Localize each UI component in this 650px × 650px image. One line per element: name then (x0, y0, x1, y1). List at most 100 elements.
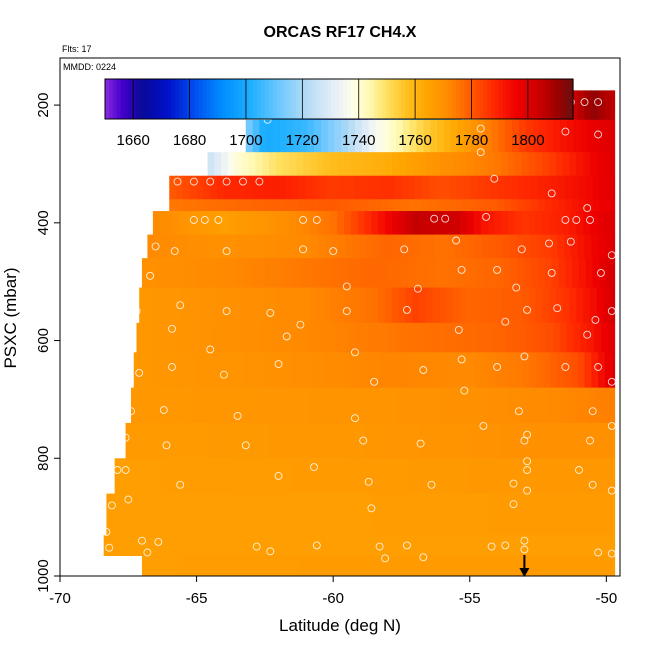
heat-cell (301, 534, 310, 556)
heat-cell (428, 555, 437, 576)
heat-cell (509, 234, 517, 259)
heat-cell (151, 534, 159, 556)
heat-cell (206, 534, 214, 556)
heat-cell (547, 534, 556, 556)
observation-point (416, 439, 425, 448)
heat-cell (574, 534, 583, 556)
heat-cell (502, 493, 510, 536)
heat-cell (314, 119, 322, 153)
heat-cell (531, 175, 539, 200)
observation-point (400, 245, 409, 254)
observation-point (452, 236, 461, 245)
heat-cell (161, 234, 169, 259)
heat-cell (217, 175, 225, 200)
heat-cell (427, 234, 435, 259)
heat-cell (389, 119, 397, 153)
heat-cell (196, 199, 205, 212)
heat-cell (382, 119, 390, 153)
colorbar-segment (225, 79, 231, 119)
colorbar-segment (116, 79, 122, 119)
heat-cell (391, 422, 400, 459)
colorbar-segment (272, 79, 278, 119)
flights-label: Flts: 17 (62, 44, 92, 54)
heat-cell (568, 534, 576, 556)
colorbar (104, 78, 574, 120)
heat-cell (304, 234, 312, 259)
heat-cell (374, 199, 382, 212)
heat-cell (350, 211, 359, 236)
heat-cell (531, 458, 539, 495)
heat-cell (303, 422, 311, 459)
heat-cell (501, 422, 509, 459)
heat-cell (446, 211, 454, 236)
heat-cell (340, 458, 348, 495)
heat-cell (315, 534, 323, 556)
heat-cell (289, 152, 297, 177)
heat-cell (357, 211, 366, 236)
colorbar-tick-label: 1680 (173, 132, 206, 149)
observation-point (124, 495, 133, 504)
heat-cell (529, 234, 538, 259)
heat-cell (285, 199, 293, 212)
observation-point (547, 268, 556, 277)
heat-cell (517, 258, 525, 289)
heat-cell (307, 322, 315, 353)
observation-point (427, 480, 436, 489)
heat-cell (148, 555, 157, 576)
heat-cell (319, 458, 327, 495)
colorbar-segment (218, 79, 223, 119)
heat-cell (535, 152, 543, 177)
heat-cell (512, 322, 520, 353)
heat-cell (591, 352, 599, 389)
heat-cell (270, 352, 278, 389)
heat-cell (462, 175, 471, 200)
observation-point (588, 407, 597, 416)
heat-cell (340, 175, 348, 200)
heat-cell (193, 211, 202, 236)
heat-cell (361, 119, 370, 153)
heat-cell (140, 352, 149, 389)
heat-cell (237, 199, 245, 212)
heat-cell (461, 234, 469, 259)
heat-cell (323, 211, 332, 236)
observation-point (607, 307, 616, 316)
heat-cell (452, 387, 460, 424)
heat-cell (341, 322, 349, 353)
heat-cell (346, 175, 355, 200)
heat-cell (147, 352, 155, 389)
heat-cell (161, 493, 169, 536)
heat-cell (249, 493, 258, 536)
observation-point (523, 305, 532, 314)
heat-cell (417, 534, 426, 556)
heat-cell (210, 458, 218, 495)
heat-cell (467, 287, 475, 324)
heat-cell (598, 234, 606, 259)
heat-cell (274, 534, 282, 556)
y-tick-label: 200 (35, 93, 52, 118)
colorbar-segment (393, 79, 399, 119)
heat-cell (462, 199, 471, 212)
heat-cell (353, 458, 362, 495)
heat-cell (228, 287, 236, 324)
heat-cell (349, 534, 357, 556)
heat-cell (491, 322, 500, 353)
heat-cell (334, 119, 342, 153)
colorbar-segment (171, 79, 176, 119)
heat-cell (606, 458, 614, 495)
heat-cell (356, 534, 364, 556)
heat-cell (252, 322, 261, 353)
heat-cell (524, 555, 532, 576)
heat-cell (300, 119, 308, 153)
heat-cell (434, 352, 442, 389)
heat-cell (480, 422, 489, 459)
heat-cell (454, 234, 463, 259)
heat-cell (398, 287, 407, 324)
colorbar-frame (104, 78, 574, 120)
observation-point (252, 542, 261, 551)
heat-cell (320, 322, 329, 353)
colorbar-segment (350, 79, 356, 119)
heat-cell (353, 555, 362, 576)
x-axis: -70 -65 -60 -55 -50 (49, 576, 617, 607)
heat-cell (375, 119, 383, 153)
heat-cell (154, 493, 162, 536)
